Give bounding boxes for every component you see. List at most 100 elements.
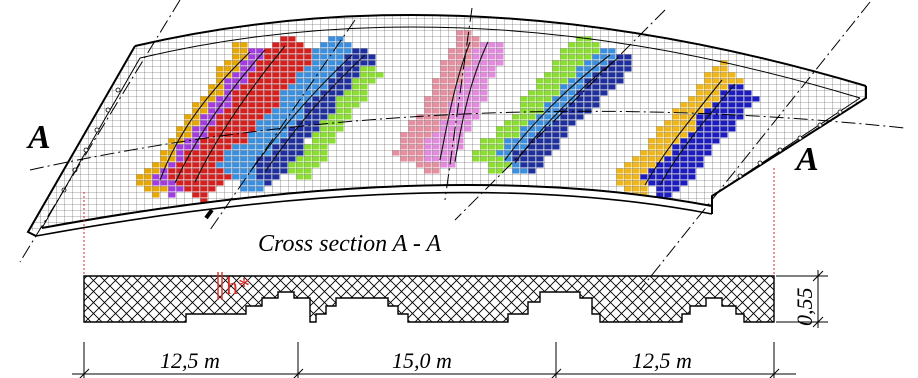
damage-cell [696,132,704,138]
damage-cell [576,48,584,54]
damage-cell [280,132,288,138]
damage-cell [200,120,208,126]
damage-cell [360,48,368,54]
damage-cell [416,156,424,162]
damage-cell [216,138,224,144]
damage-cell [712,102,720,108]
damage-cell [184,162,192,168]
damage-cell [280,102,288,108]
damage-cell [704,78,712,84]
damage-cell [336,96,344,102]
damage-cell [288,156,296,162]
damage-cell [440,84,448,90]
damage-cell [272,48,280,54]
damage-cell [696,126,704,132]
damage-cell [544,108,552,114]
damage-cell [520,108,528,114]
damage-cell [312,72,320,78]
damage-cell [672,120,680,126]
damage-cell [592,54,600,60]
damage-cell [456,54,464,60]
damage-cell [368,78,376,84]
damage-cell [256,132,264,138]
damage-cell [288,42,296,48]
damage-cell [272,114,280,120]
damage-cell [432,168,440,174]
damage-cell [480,138,488,144]
damage-cell [712,108,720,114]
damage-cell [424,168,432,174]
damage-cell [248,126,256,132]
damage-cell [416,120,424,126]
damage-cell [544,132,552,138]
damage-cell [432,150,440,156]
damage-cell [424,114,432,120]
damage-cell [512,150,520,156]
damage-cell [240,48,248,54]
damage-cell [680,132,688,138]
damage-cell [496,60,504,66]
damage-cell [632,156,640,162]
damage-cell [232,126,240,132]
damage-cell [192,162,200,168]
damage-cell [456,84,464,90]
damage-cell [728,102,736,108]
damage-cell [472,36,480,42]
damage-cell [576,96,584,102]
damage-cell [552,84,560,90]
damage-cell [448,162,456,168]
damage-cell [720,60,728,66]
damage-cell [320,54,328,60]
damage-cell [304,48,312,54]
damage-cell [560,90,568,96]
section-label-left: A [26,119,51,156]
damage-cell [440,108,448,114]
damage-cell [208,126,216,132]
damage-cell [208,138,216,144]
damage-cell [688,150,696,156]
damage-cell [160,150,168,156]
damage-cell [456,48,464,54]
damage-cell [456,78,464,84]
damage-cell [528,102,536,108]
damage-cell [480,78,488,84]
damage-cell [296,162,304,168]
damage-cell [216,120,224,126]
damage-cell [352,84,360,90]
damage-cell [296,156,304,162]
damage-cell [536,162,544,168]
damage-cell [200,126,208,132]
damage-cell [696,162,704,168]
damage-cell [688,126,696,132]
damage-cell [552,90,560,96]
damage-cell [200,156,208,162]
damage-cell [456,36,464,42]
damage-cell [240,114,248,120]
damage-cell [192,144,200,150]
damage-cell [472,42,480,48]
damage-cell [192,132,200,138]
damage-cell [696,138,704,144]
damage-cell [408,156,416,162]
damage-cell [240,174,248,180]
damage-cell [240,108,248,114]
damage-cell [392,150,400,156]
damage-cell [704,120,712,126]
damage-cell [608,78,616,84]
damage-cell [560,114,568,120]
damage-cell [736,78,744,84]
damage-cell [568,48,576,54]
damage-cell [160,174,168,180]
damage-cell [480,150,488,156]
damage-cell [680,156,688,162]
damage-cell [536,78,544,84]
damage-cell [168,138,176,144]
damage-cell [368,54,376,60]
damage-cell [168,192,176,198]
damage-cell [200,144,208,150]
damage-cell [272,150,280,156]
damage-cell [608,66,616,72]
damage-cell [144,168,152,174]
damage-cell [176,186,184,192]
damage-cell [184,132,192,138]
